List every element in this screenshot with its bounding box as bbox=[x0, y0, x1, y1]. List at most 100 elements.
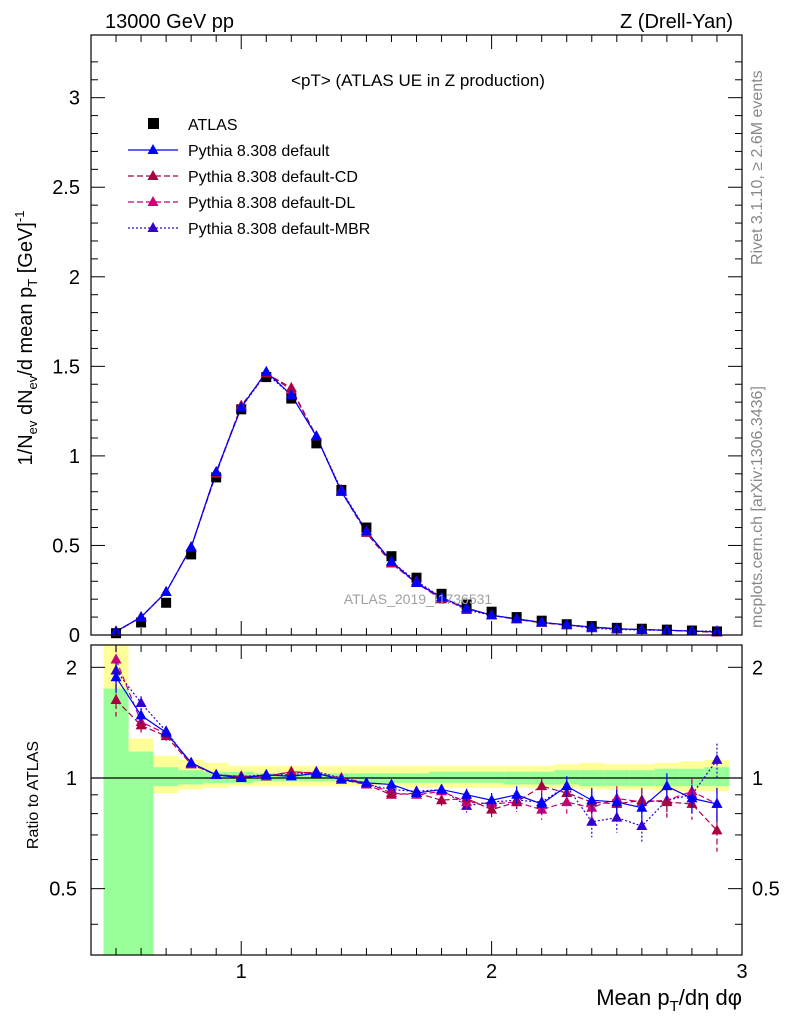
mc-marker bbox=[586, 620, 598, 631]
ratio-marker bbox=[711, 824, 723, 835]
ratio-marker bbox=[436, 794, 448, 805]
mc-marker bbox=[285, 381, 297, 392]
watermark: ATLAS_2019_I1736531 bbox=[344, 591, 493, 607]
atlas-data-point bbox=[311, 438, 322, 449]
mc-marker bbox=[285, 389, 297, 399]
ratio-marker bbox=[536, 797, 548, 808]
ratio-marker bbox=[586, 815, 598, 826]
legend-label: Pythia 8.308 default bbox=[188, 143, 330, 160]
mc-marker bbox=[310, 430, 322, 441]
band-green bbox=[128, 751, 154, 955]
band-green bbox=[153, 767, 179, 787]
atlas-data-point bbox=[161, 597, 172, 608]
band-green bbox=[479, 771, 505, 783]
main-title: <pT> (ATLAS UE in Z production) bbox=[291, 71, 545, 90]
ratio-marker bbox=[385, 788, 397, 799]
ratio-marker bbox=[185, 756, 197, 767]
ratio-marker bbox=[160, 726, 172, 737]
legend-marker-atlas bbox=[148, 118, 159, 129]
mcplots-label: mcplots.cern.ch [arXiv:1306.3436] bbox=[749, 386, 766, 628]
ratio-marker bbox=[436, 783, 448, 794]
main-y-axis-label: 1/Nev dNev/d mean pT [GeV]-1 bbox=[12, 211, 40, 466]
mc-marker bbox=[511, 612, 523, 623]
ratio-marker bbox=[135, 709, 147, 720]
ratio-y-axis-label: Ratio to ATLAS bbox=[25, 741, 42, 849]
legend-label: ATLAS bbox=[188, 117, 238, 134]
ratio-panel: 0.5 0.5 1 1 2 2 1 2 3 Ratio to ATLAS Mean pT/dη … bbox=[25, 644, 780, 1015]
ratio-marker bbox=[285, 770, 297, 781]
y-tick-label: 2.5 bbox=[52, 177, 80, 199]
atlas-data-point bbox=[186, 549, 197, 560]
ratio-marker bbox=[686, 792, 698, 803]
ratio-marker bbox=[636, 820, 648, 831]
ratio-marker bbox=[210, 768, 222, 779]
ratio-marker bbox=[360, 776, 372, 787]
ratio-y-tick-label: 1 bbox=[66, 768, 77, 790]
y-tick-label: 2 bbox=[69, 267, 80, 289]
y-tick-label: 1.5 bbox=[52, 356, 80, 378]
legend-marker bbox=[147, 144, 159, 154]
ratio-marker bbox=[260, 768, 272, 779]
ratio-marker bbox=[461, 788, 473, 799]
atlas-data-point bbox=[136, 617, 147, 628]
ratio-marker bbox=[110, 671, 122, 682]
mc-marker bbox=[185, 541, 197, 552]
ratio-marker bbox=[385, 778, 397, 789]
mc-marker bbox=[436, 591, 448, 602]
header-right: Z (Drell-Yan) bbox=[620, 11, 733, 33]
mc-marker bbox=[135, 611, 147, 622]
ratio-marker bbox=[536, 780, 548, 791]
ratio-marker bbox=[611, 811, 623, 822]
mc-marker bbox=[561, 618, 573, 629]
legend-marker bbox=[147, 222, 159, 232]
band-green bbox=[103, 688, 129, 955]
ratio-marker bbox=[135, 696, 147, 707]
ratio-marker bbox=[511, 788, 523, 799]
mc-marker bbox=[536, 616, 548, 627]
ratio-marker bbox=[310, 767, 322, 778]
x-tick-label: 1 bbox=[236, 961, 247, 983]
ratio-y-tick-label: 2 bbox=[66, 657, 77, 679]
mc-marker bbox=[160, 586, 172, 597]
band-green bbox=[429, 771, 455, 783]
ratio-marker bbox=[661, 780, 673, 791]
ratio-marker bbox=[711, 753, 723, 764]
ratio-y-tick-label: 0.5 bbox=[49, 879, 77, 901]
x-tick-label: 2 bbox=[486, 961, 497, 983]
mc-marker bbox=[411, 577, 422, 588]
rivet-label: Rivet 3.1.10, ≥ 2.6M events bbox=[749, 70, 766, 265]
y-tick-label: 0.5 bbox=[52, 535, 80, 557]
mc-marker bbox=[210, 466, 222, 477]
main-panel: ATLAS_2019_I1736531 <pT> (ATLAS UE in Z … bbox=[12, 34, 743, 647]
y-tick-label: 0 bbox=[69, 625, 80, 647]
legend-marker bbox=[147, 170, 159, 180]
mc-marker bbox=[486, 609, 498, 620]
x-tick-label: 3 bbox=[736, 961, 747, 983]
header-left: 13000 GeV pp bbox=[105, 11, 234, 33]
legend-label: Pythia 8.308 default-MBR bbox=[188, 221, 370, 238]
legend-label: Pythia 8.308 default-CD bbox=[188, 169, 358, 186]
ratio-y-tick-label-right: 2 bbox=[752, 657, 763, 679]
ratio-marker bbox=[636, 801, 648, 812]
ratio-marker bbox=[661, 796, 673, 807]
ratio-marker bbox=[110, 693, 122, 704]
ratio-marker bbox=[711, 797, 723, 808]
ratio-marker bbox=[235, 771, 247, 782]
band-green bbox=[454, 771, 480, 783]
ratio-marker bbox=[135, 719, 147, 730]
legend-marker bbox=[147, 196, 159, 206]
mc-marker bbox=[360, 525, 372, 536]
x-axis-label: Mean pT/dη dφ bbox=[596, 985, 742, 1015]
ratio-y-tick-label-right: 1 bbox=[752, 768, 763, 790]
ratio-marker bbox=[486, 803, 498, 814]
ratio-marker bbox=[586, 794, 598, 805]
mc-marker bbox=[260, 365, 272, 376]
mc-marker bbox=[235, 401, 247, 412]
mc-marker bbox=[335, 485, 347, 496]
ratio-marker bbox=[561, 780, 573, 791]
band-green bbox=[178, 770, 204, 785]
ratio-marker bbox=[611, 796, 623, 807]
mc-marker bbox=[461, 602, 473, 613]
mc-marker bbox=[385, 555, 397, 566]
